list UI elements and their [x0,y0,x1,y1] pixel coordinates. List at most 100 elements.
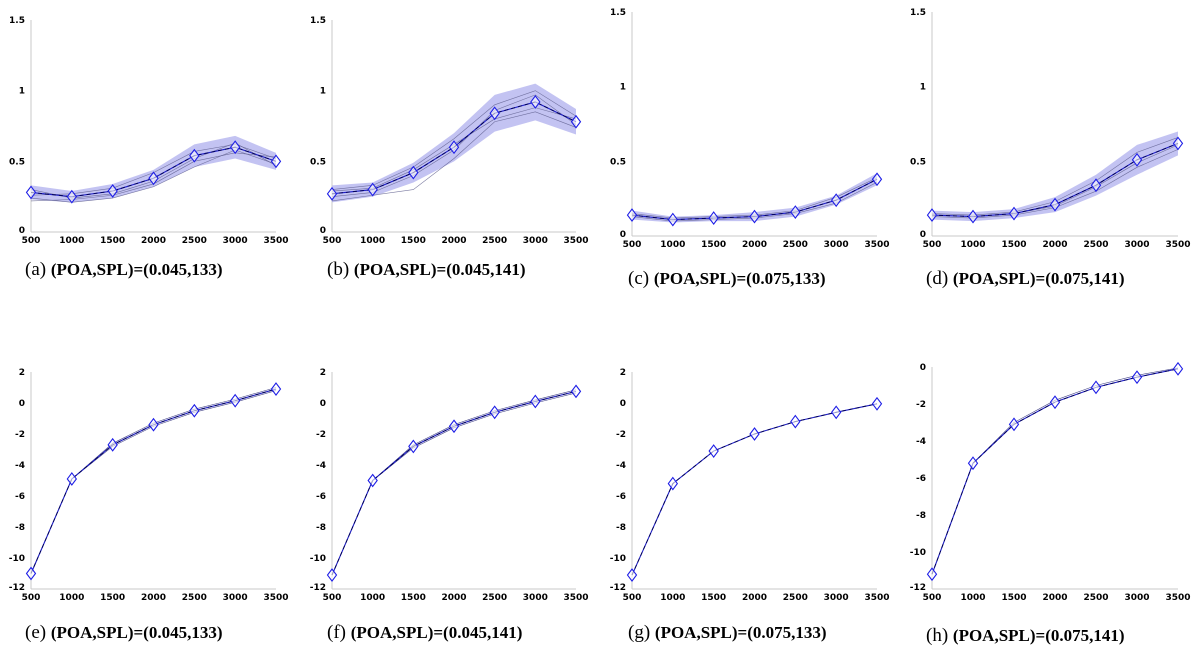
diamond-marker-g-3 [749,427,760,441]
x-tick-b-0: 500 [323,236,342,246]
diamond-marker-h-4 [1090,380,1102,395]
diamond-marker-a-0 [25,185,37,200]
diamond-marker-e-4 [189,403,200,418]
y-tick-b-3: 1.5 [310,16,326,26]
caption-label-d: (d) [926,268,953,289]
y-tick-h-1: -10 [910,548,926,558]
x-tick-g-0: 500 [623,593,642,603]
diamond-marker-a-4 [189,148,200,163]
caption-label-b: (b) [327,259,354,280]
y-tick-g-1: -10 [610,554,626,564]
y-tick-b-0: 0 [320,226,326,236]
diamond-marker-b-3 [448,140,460,155]
diamond-marker-f-2 [408,439,419,454]
x-tick-c-6: 3500 [864,240,889,250]
diamond-marker-d-4 [1090,178,1102,193]
diamond-marker-g-5 [830,405,842,420]
x-tick-d-1: 1000 [960,240,985,250]
x-tick-c-1: 1000 [660,240,685,250]
x-tick-a-4: 2500 [182,236,207,246]
x-tick-a-6: 3500 [263,236,288,246]
x-tick-b-1: 1000 [360,236,385,246]
diamond-marker-g-1 [667,476,679,491]
diamond-marker-e-3 [148,417,159,432]
diamond-marker-d-0 [926,208,938,223]
diamond-marker-c-4 [790,205,801,220]
diamond-marker-e-0 [25,566,37,581]
x-tick-g-3: 2000 [742,593,767,603]
y-tick-a-1: 0.5 [9,157,25,167]
diamond-marker-b-0 [326,186,338,201]
y-tick-a-3: 1.5 [9,16,25,26]
y-tick-h-4: -4 [916,437,926,447]
y-tick-e-3: -6 [15,492,25,502]
y-tick-c-1: 0.5 [610,157,626,167]
y-tick-g-0: -12 [610,583,626,593]
y-tick-d-1: 0.5 [910,157,926,167]
x-tick-d-0: 500 [923,240,942,250]
panel-d: 0 0.5 1 1.5 500 1000 1500 2000 2500 3000 3500 (d) (… [910,8,1190,289]
caption-e: (e) (POA,SPL)=(0.045,133) [25,622,223,643]
y-tick-f-7: 2 [320,368,326,378]
caption-a: (a) (POA,SPL)=(0.045,133) [25,259,223,280]
y-tick-e-5: -2 [15,430,25,440]
x-tick-g-1: 1000 [660,593,685,603]
y-tick-h-2: -8 [916,511,926,521]
caption-label-a: (a) [25,259,51,280]
x-tick-e-3: 2000 [141,593,166,603]
mean-line-f [331,390,577,576]
diamond-marker-f-1 [367,473,378,488]
caption-d: (d) (POA,SPL)=(0.075,141) [926,268,1125,289]
y-tick-e-7: 2 [19,368,25,378]
diamond-marker-h-6 [1172,361,1184,376]
x-tick-b-5: 3000 [523,236,548,246]
y-tick-g-2: -8 [616,523,626,533]
x-tick-a-3: 2000 [141,236,166,246]
diamond-marker-e-5 [229,393,241,408]
diamond-marker-d-1 [967,209,979,224]
x-tick-f-3: 2000 [441,593,466,603]
caption-label-f: (f) [327,622,351,643]
diamond-marker-g-4 [790,414,801,429]
caption-text-h: (POA,SPL)=(0.075,141) [953,626,1125,645]
x-tick-a-5: 3000 [223,236,248,246]
diamond-marker-f-3 [448,419,460,434]
y-tick-e-2: -8 [15,523,25,533]
y-tick-h-0: -12 [910,583,926,593]
caption-f: (f) (POA,SPL)=(0.045,141) [327,622,522,643]
x-tick-e-1: 1000 [59,593,84,603]
diamond-marker-d-2 [1008,206,1020,221]
x-tick-b-2: 1500 [401,236,426,246]
diamond-marker-d-3 [1049,197,1061,212]
caption-text-e: (POA,SPL)=(0.045,133) [51,623,223,642]
x-tick-d-2: 1500 [1001,240,1026,250]
caption-text-b: (POA,SPL)=(0.045,141) [354,260,526,279]
caption-label-e: (e) [25,622,51,643]
caption-label-g: (g) [628,622,655,643]
diamond-marker-a-5 [229,140,241,155]
x-tick-c-3: 2000 [742,240,767,250]
y-tick-e-0: -12 [9,583,25,593]
y-tick-c-3: 1.5 [610,8,626,18]
diamond-marker-h-2 [1008,417,1020,432]
y-tick-f-1: -10 [310,554,326,564]
y-tick-c-2: 1 [620,83,626,93]
y-tick-b-2: 1 [320,87,326,97]
diamond-marker-b-2 [408,165,419,180]
caption-text-f: (POA,SPL)=(0.045,141) [351,623,523,642]
panel-c: 0 0.5 1 1.5 500 1000 1500 2000 2500 3000 3500 (c) (… [610,8,889,289]
x-tick-h-0: 500 [923,593,942,603]
y-tick-g-6: 0 [620,399,626,409]
x-tick-h-1: 1000 [960,593,985,603]
band-c [632,173,877,223]
y-tick-e-1: -10 [9,554,25,564]
band-a [31,135,276,203]
y-tick-f-3: -6 [316,492,326,502]
y-tick-c-0: 0 [620,230,626,240]
y-tick-a-0: 0 [19,226,25,236]
caption-label-h: (h) [926,625,953,646]
